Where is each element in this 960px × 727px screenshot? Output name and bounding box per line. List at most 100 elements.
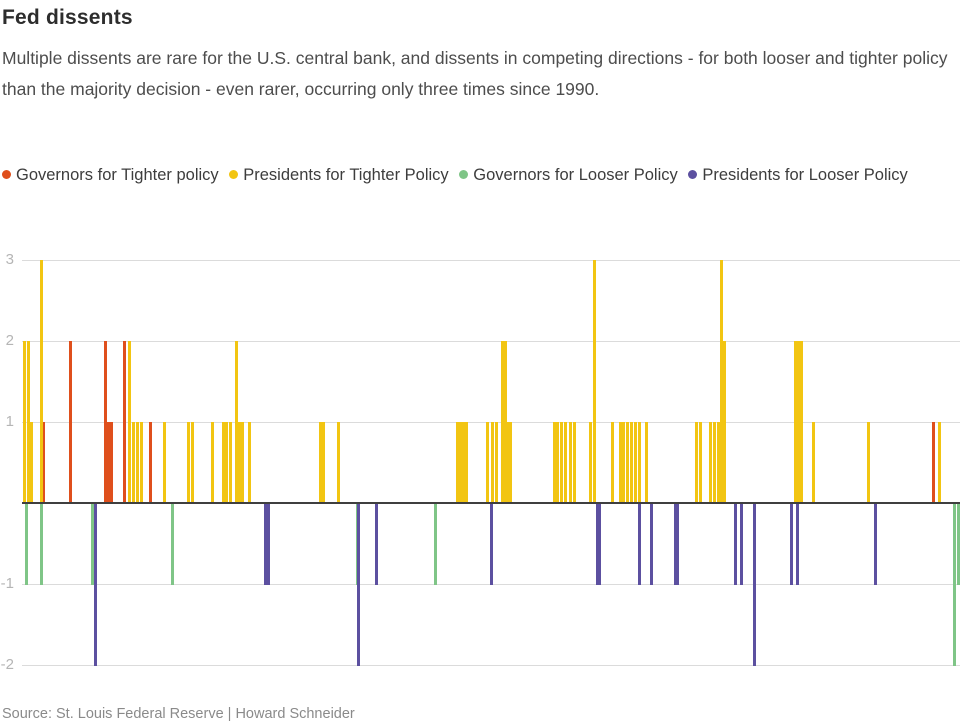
- y-tick-label: -2: [0, 655, 14, 673]
- chart-subtitle: Multiple dissents are rare for the U.S. …: [2, 48, 948, 99]
- dissent-bar: [592, 259, 596, 503]
- y-tick-label: 1: [5, 412, 14, 430]
- dissent-bar: [228, 421, 232, 503]
- dissent-bar: [866, 421, 870, 503]
- legend-dot-icon: [688, 170, 698, 180]
- dissent-bar: [171, 503, 175, 585]
- dissent-bar: [490, 503, 494, 585]
- dissent-bar: [953, 503, 956, 666]
- dissent-bar: [509, 421, 512, 503]
- dissent-bar: [135, 421, 139, 503]
- legend-label: Governors for Looser Policy: [473, 166, 683, 184]
- dissent-bar: [127, 340, 131, 503]
- dissent-bar: [375, 503, 379, 585]
- legend-item-2: Presidents for Tighter Policy: [229, 166, 453, 184]
- dissent-bar: [68, 340, 72, 503]
- gridline-y3: [22, 259, 960, 261]
- legend-dot-icon: [229, 170, 239, 180]
- dissent-bar: [638, 421, 642, 503]
- dissent-bar: [752, 503, 756, 666]
- dissent-bar: [247, 421, 251, 503]
- dissent-bar: [266, 503, 270, 585]
- dissent-bar: [644, 421, 648, 503]
- dissent-bar: [139, 421, 143, 503]
- dissent-bar: [811, 421, 815, 503]
- page-title: Fed dissents: [2, 6, 133, 29]
- y-tick-label: 3: [5, 250, 14, 268]
- dissent-bar: [673, 503, 677, 585]
- dissent-bar: [637, 503, 641, 585]
- chart: 3 2 1 -1 -2: [0, 245, 960, 675]
- dissent-bar: [676, 503, 680, 585]
- gridline-y-2: [22, 664, 960, 666]
- dissent-bar: [709, 421, 713, 503]
- dissent-bar: [94, 503, 98, 666]
- dissent-bar: [27, 340, 30, 503]
- dissent-bar: [598, 503, 602, 585]
- dissent-bar: [458, 421, 462, 503]
- dissent-bar: [634, 421, 638, 503]
- dissent-bar: [337, 421, 341, 503]
- dissent-bar: [713, 421, 716, 503]
- dissent-bar: [222, 421, 225, 503]
- dissent-bar: [464, 421, 468, 503]
- dissent-bar: [649, 503, 653, 585]
- dissent-bar: [30, 421, 34, 503]
- legend-label: Presidents for Tighter Policy: [243, 166, 454, 184]
- chart-header: Fed dissents Multiple dissents are rare …: [2, 6, 952, 105]
- dissent-bar: [494, 421, 498, 503]
- dissent-bar: [23, 340, 26, 503]
- dissent-bar: [187, 421, 191, 503]
- dissent-bar: [800, 340, 804, 503]
- chart-legend: Governors for Tighter policy Presidents …: [2, 158, 958, 193]
- dissent-bar: [237, 421, 241, 503]
- legend-item-3: Governors for Looser Policy: [459, 166, 682, 184]
- dissent-bar: [957, 503, 960, 585]
- dissent-bar: [241, 421, 245, 503]
- dissent-bar: [618, 421, 622, 503]
- dissent-bar: [790, 503, 793, 585]
- dissent-bar: [588, 421, 592, 503]
- dissent-bar: [630, 421, 634, 503]
- dissent-bar: [357, 503, 361, 666]
- y-tick-label: -1: [0, 574, 14, 592]
- dissent-bar: [462, 421, 466, 503]
- dissent-bar: [796, 503, 799, 585]
- dissent-bar: [506, 421, 510, 503]
- dissent-bar: [39, 259, 43, 503]
- legend-dot-icon: [2, 170, 11, 180]
- dissent-bar: [131, 421, 135, 503]
- dissent-bar: [234, 340, 238, 503]
- dissent-bar: [42, 421, 45, 503]
- dissent-bar: [569, 421, 572, 503]
- dissent-bar: [698, 421, 702, 503]
- dissent-bar: [24, 503, 28, 585]
- dissent-bar: [321, 421, 325, 503]
- dissent-bar: [563, 421, 567, 503]
- dissent-bar: [573, 421, 576, 503]
- dissent-bar: [433, 503, 437, 585]
- dissent-bar: [210, 421, 214, 503]
- dissent-bar: [104, 340, 107, 503]
- y-tick-label: 2: [5, 331, 14, 349]
- legend-item-4: Presidents for Looser Policy: [688, 166, 908, 184]
- dissent-bar: [501, 340, 505, 503]
- dissent-bar: [318, 421, 322, 503]
- dissent-bar: [716, 421, 720, 503]
- dissent-bar: [163, 421, 166, 503]
- dissent-bar: [107, 421, 111, 503]
- zero-axis-line: [22, 501, 960, 504]
- dissent-bar: [455, 421, 459, 503]
- source-attribution: Source: St. Louis Federal Reserve | Howa…: [2, 706, 355, 722]
- dissent-bar: [90, 503, 94, 585]
- legend-label: Governors for Tighter policy: [16, 166, 224, 184]
- dissent-bar: [622, 421, 626, 503]
- dissent-bar: [739, 503, 743, 585]
- dissent-bar: [595, 503, 599, 585]
- dissent-bar: [122, 340, 126, 503]
- legend-label: Presidents for Looser Policy: [702, 166, 908, 184]
- dissent-bar: [694, 421, 698, 503]
- dissent-bar: [110, 421, 113, 503]
- dissent-bar: [504, 340, 507, 503]
- dissent-bar: [264, 503, 268, 585]
